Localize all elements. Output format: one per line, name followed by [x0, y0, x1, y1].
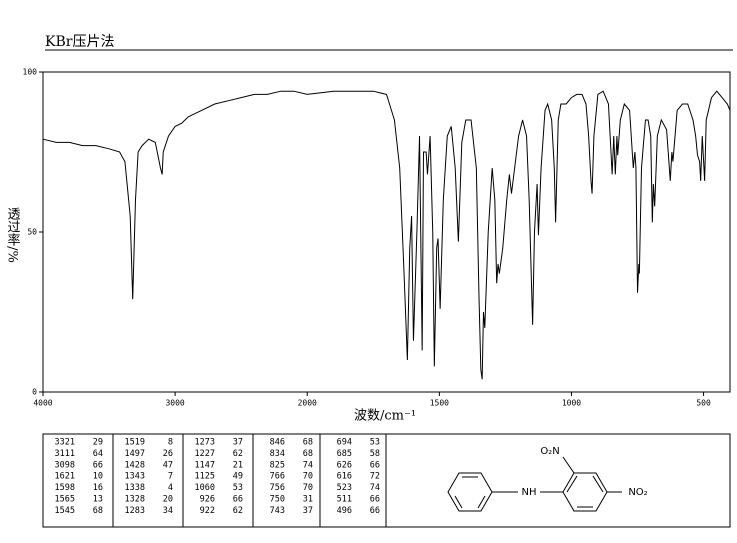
molecule: [447, 456, 622, 512]
peak-transmittance: 13: [93, 495, 103, 505]
peak-wavenumber: 626: [337, 460, 352, 470]
peak-wavenumber: 1338: [125, 483, 145, 493]
peak-transmittance: 21: [233, 460, 243, 470]
peak-wavenumber: 1545: [55, 506, 75, 516]
y-axis-label: 透过率/%: [5, 207, 21, 263]
y-tick-label: 0: [32, 388, 37, 397]
peak-transmittance: 66: [93, 460, 103, 470]
peak-wavenumber: 496: [337, 506, 352, 516]
peak-wavenumber: 926: [200, 495, 215, 505]
peak-transmittance: 31: [303, 495, 313, 505]
spectrum-line: [42, 90, 731, 380]
x-tick-label: 500: [696, 399, 711, 408]
ring-left: [447, 472, 493, 512]
bond: [562, 456, 575, 474]
peak-wavenumber: 685: [337, 449, 352, 459]
x-tick-label: 4000: [33, 399, 52, 408]
plot-frame: [42, 71, 731, 393]
x-tick-label: 2000: [298, 399, 317, 408]
peak-transmittance: 62: [233, 506, 243, 516]
peak-transmittance: 68: [93, 506, 103, 516]
ring-right: [562, 472, 608, 512]
peak-wavenumber: 694: [337, 438, 352, 448]
x-tick-label: 1500: [430, 399, 449, 408]
peak-transmittance: 53: [233, 483, 243, 493]
peak-wavenumber: 834: [270, 449, 285, 459]
peak-transmittance: 68: [303, 449, 313, 459]
peak-wavenumber: 3321: [55, 438, 75, 448]
peak-wavenumber: 846: [270, 438, 285, 448]
peak-transmittance: 20: [163, 495, 173, 505]
peak-wavenumber: 616: [337, 472, 352, 482]
peak-wavenumber: 743: [270, 506, 285, 516]
peak-transmittance: 29: [93, 438, 103, 448]
peak-wavenumber: 1428: [125, 460, 145, 470]
peak-wavenumber: 1565: [55, 495, 75, 505]
peak-wavenumber: 756: [270, 483, 285, 493]
atom-label: NO₂: [628, 487, 647, 498]
peak-transmittance: 70: [303, 483, 313, 493]
chart-title: KBr压片法: [45, 34, 114, 50]
peak-transmittance: 49: [233, 472, 243, 482]
peak-wavenumber: 1598: [55, 483, 75, 493]
peak-transmittance: 64: [93, 449, 103, 459]
peak-wavenumber: 1343: [125, 472, 145, 482]
peak-wavenumber: 766: [270, 472, 285, 482]
peak-transmittance: 16: [93, 483, 103, 493]
bond: [566, 475, 578, 493]
peak-wavenumber: 1328: [125, 495, 145, 505]
x-tick-label: 1000: [562, 399, 581, 408]
peak-wavenumber: 1125: [195, 472, 215, 482]
x-axis-label: 波数/cm⁻¹: [354, 409, 416, 424]
atom-label: O₂N: [540, 446, 559, 457]
y-tick-label: 100: [23, 68, 38, 77]
peak-transmittance: 58: [370, 449, 380, 459]
peak-wavenumber: 1147: [195, 460, 215, 470]
peak-wavenumber: 1273: [195, 438, 215, 448]
peak-transmittance: 74: [303, 460, 313, 470]
peak-transmittance: 4: [168, 483, 173, 493]
peak-transmittance: 47: [163, 460, 173, 470]
peak-wavenumber: 3098: [55, 460, 75, 470]
peak-transmittance: 53: [370, 438, 380, 448]
peak-transmittance: 68: [303, 438, 313, 448]
peak-wavenumber: 1497: [125, 449, 145, 459]
atom-label: NH: [522, 487, 537, 498]
bond: [477, 495, 486, 509]
peak-transmittance: 66: [370, 495, 380, 505]
peak-wavenumber: 1283: [125, 506, 145, 516]
peak-transmittance: 37: [233, 438, 243, 448]
peak-transmittance: 70: [303, 472, 313, 482]
peak-wavenumber: 1621: [55, 472, 75, 482]
peak-wavenumber: 511: [337, 495, 352, 505]
peak-wavenumber: 922: [200, 506, 215, 516]
peak-transmittance: 8: [168, 438, 173, 448]
peak-transmittance: 66: [370, 506, 380, 516]
peak-transmittance: 37: [303, 506, 313, 516]
peak-wavenumber: 1060: [195, 483, 215, 493]
peak-wavenumber: 523: [337, 483, 352, 493]
peak-wavenumber: 3111: [55, 449, 75, 459]
peak-wavenumber: 825: [270, 460, 285, 470]
peak-transmittance: 74: [370, 483, 380, 493]
peak-wavenumber: 1227: [195, 449, 215, 459]
peak-transmittance: 62: [233, 449, 243, 459]
peak-transmittance: 7: [168, 472, 173, 482]
peak-transmittance: 10: [93, 472, 103, 482]
peak-wavenumber: 750: [270, 495, 285, 505]
peak-transmittance: 72: [370, 472, 380, 482]
peak-transmittance: 66: [370, 460, 380, 470]
peak-transmittance: 34: [163, 506, 173, 516]
peak-transmittance: 66: [233, 495, 243, 505]
x-tick-label: 3000: [165, 399, 184, 408]
peak-transmittance: 26: [163, 449, 173, 459]
bond: [592, 475, 604, 493]
bond: [454, 495, 463, 509]
y-tick-label: 50: [27, 228, 37, 237]
peak-wavenumber: 1519: [125, 438, 145, 448]
